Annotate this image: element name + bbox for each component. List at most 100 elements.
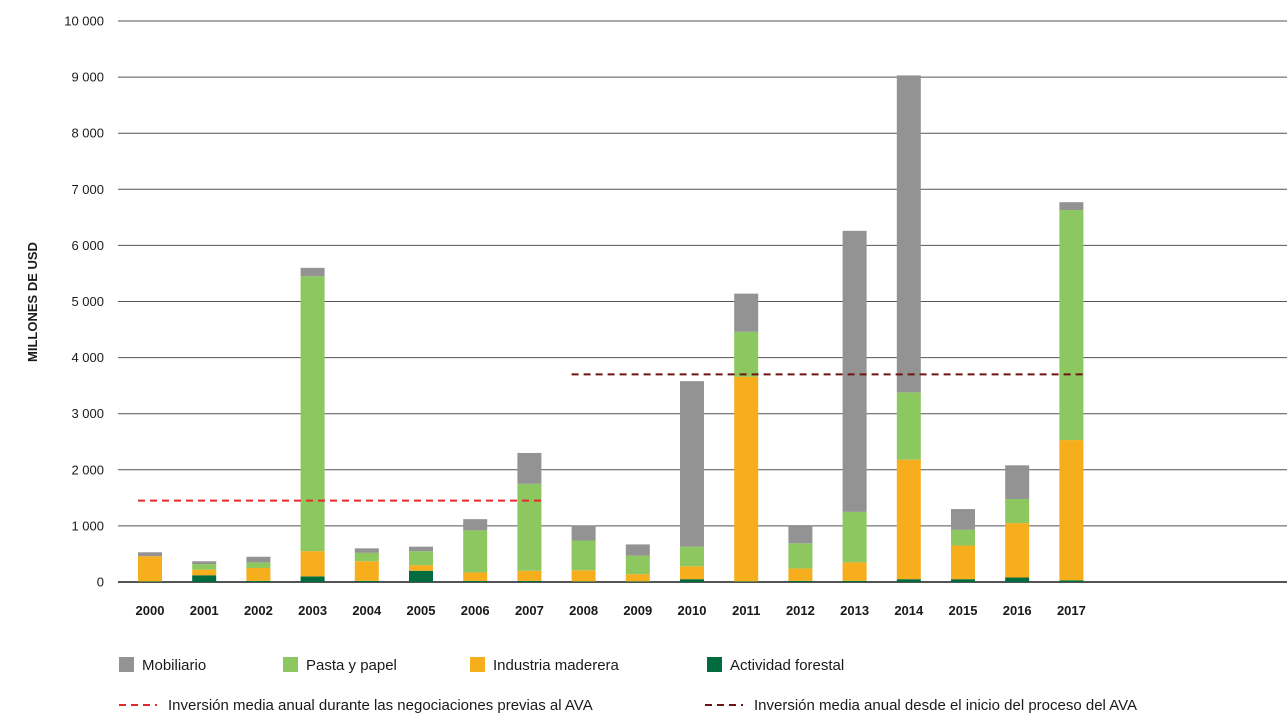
x-tick-label: 2008 — [569, 603, 598, 618]
bar-segment — [138, 581, 162, 582]
bar-segment — [354, 552, 379, 562]
bar-segment — [463, 530, 488, 573]
x-tick-label: 2014 — [894, 603, 924, 618]
bar-segment — [734, 293, 759, 332]
bar-segment — [138, 556, 162, 582]
x-tick-label: 2005 — [407, 603, 436, 618]
bar-segment — [1059, 440, 1084, 581]
y-tick-label: 7 000 — [71, 182, 104, 197]
bar-segment — [951, 509, 975, 530]
x-tick-label: 2011 — [732, 603, 760, 618]
bar-segment — [896, 75, 921, 393]
bar-segment — [300, 267, 325, 277]
bar-segment — [734, 581, 759, 582]
bar-segment — [1005, 498, 1030, 524]
bar-segment — [138, 552, 162, 557]
bar-segment — [300, 576, 325, 582]
bar-segment — [680, 566, 704, 580]
x-tick-label: 2002 — [244, 603, 273, 618]
bar-segment — [354, 561, 379, 581]
x-tick-label: 2000 — [136, 603, 165, 618]
bar-segment — [571, 570, 596, 582]
bar-segment — [517, 580, 542, 582]
bar-segment — [680, 579, 704, 582]
bar-segment — [788, 543, 813, 569]
reference-lines-layer — [138, 373, 1084, 502]
bar-segment — [463, 572, 488, 581]
bar-segment — [625, 581, 650, 582]
x-tick-label: 2003 — [298, 603, 327, 618]
x-tick-label: 2017 — [1057, 603, 1086, 618]
bars-layer — [138, 75, 1084, 582]
legend-swatch — [283, 657, 298, 672]
bar-segment — [409, 565, 433, 571]
x-tick-labels: 2000 2001 2002 2003 2004 2005 2006 2007 2008 2009… — [136, 603, 1086, 618]
bar-segment — [734, 376, 759, 582]
bar-segment — [625, 544, 650, 556]
bar-segment — [463, 519, 488, 531]
x-tick-label: 2004 — [352, 603, 382, 618]
bar-segment — [517, 452, 542, 484]
x-tick-label: 2010 — [678, 603, 707, 618]
bar-segment — [896, 392, 921, 460]
bar-segment — [1059, 210, 1084, 441]
bar-segment — [788, 580, 813, 582]
bar-segment — [680, 546, 704, 567]
y-tick-label: 8 000 — [71, 126, 104, 141]
bar-segment — [463, 580, 488, 582]
bar-segment — [571, 540, 596, 571]
bar-segment — [842, 562, 867, 581]
x-tick-label: 2016 — [1003, 603, 1032, 618]
bar-segment — [842, 230, 867, 512]
y-tick-label: 0 — [97, 575, 104, 590]
bar-segment — [409, 570, 433, 582]
bar-segment — [734, 331, 759, 377]
bar-segment — [409, 546, 433, 552]
legend-label: Pasta y papel — [306, 657, 397, 674]
bar-segment — [1005, 523, 1030, 578]
bar-segment — [1005, 465, 1030, 499]
bar-segment — [354, 580, 379, 582]
bar-segment — [409, 551, 433, 566]
y-tick-label: 10 000 — [64, 14, 104, 29]
y-tick-label: 1 000 — [71, 518, 104, 533]
y-tick-label: 4 000 — [71, 350, 104, 365]
legend: Mobiliario Pasta y papel Industria maderer… — [119, 657, 1137, 714]
legend-label: Industria maderera — [493, 657, 620, 674]
bar-segment — [951, 545, 975, 580]
bar-segment — [625, 555, 650, 575]
bar-segment — [300, 551, 325, 577]
bar-segment — [788, 525, 813, 544]
bar-segment — [1059, 580, 1084, 582]
x-tick-label: 2007 — [515, 603, 544, 618]
bar-segment — [1059, 202, 1084, 211]
y-tick-labels: 0 1 000 2 000 3 000 4 000 5 000 6 000 7 000 8 00… — [64, 14, 104, 590]
bar-segment — [517, 570, 542, 581]
y-tick-label: 2 000 — [71, 462, 104, 477]
bar-segment — [246, 567, 271, 581]
y-axis-label: MILLONES DE USD — [25, 242, 40, 362]
bar-segment — [680, 381, 704, 547]
bar-segment — [246, 556, 271, 563]
bar-segment — [951, 529, 975, 546]
x-tick-label: 2001 — [190, 603, 219, 618]
legend-swatch — [707, 657, 722, 672]
bar-segment — [842, 511, 867, 563]
bar-segment — [300, 276, 325, 552]
legend-swatch — [119, 657, 134, 672]
y-tick-label: 6 000 — [71, 238, 104, 253]
bar-segment — [571, 525, 596, 541]
legend-label: Inversión media anual durante las negoci… — [168, 697, 593, 714]
bar-segment — [246, 562, 271, 568]
bar-segment — [246, 580, 271, 582]
bar-segment — [625, 574, 650, 582]
y-tick-label: 3 000 — [71, 406, 104, 421]
x-tick-label: 2012 — [786, 603, 815, 618]
bar-segment — [192, 561, 217, 565]
bar-segment — [192, 564, 217, 570]
bar-segment — [951, 579, 975, 582]
x-tick-label: 2009 — [623, 603, 652, 618]
legend-swatch — [470, 657, 485, 672]
